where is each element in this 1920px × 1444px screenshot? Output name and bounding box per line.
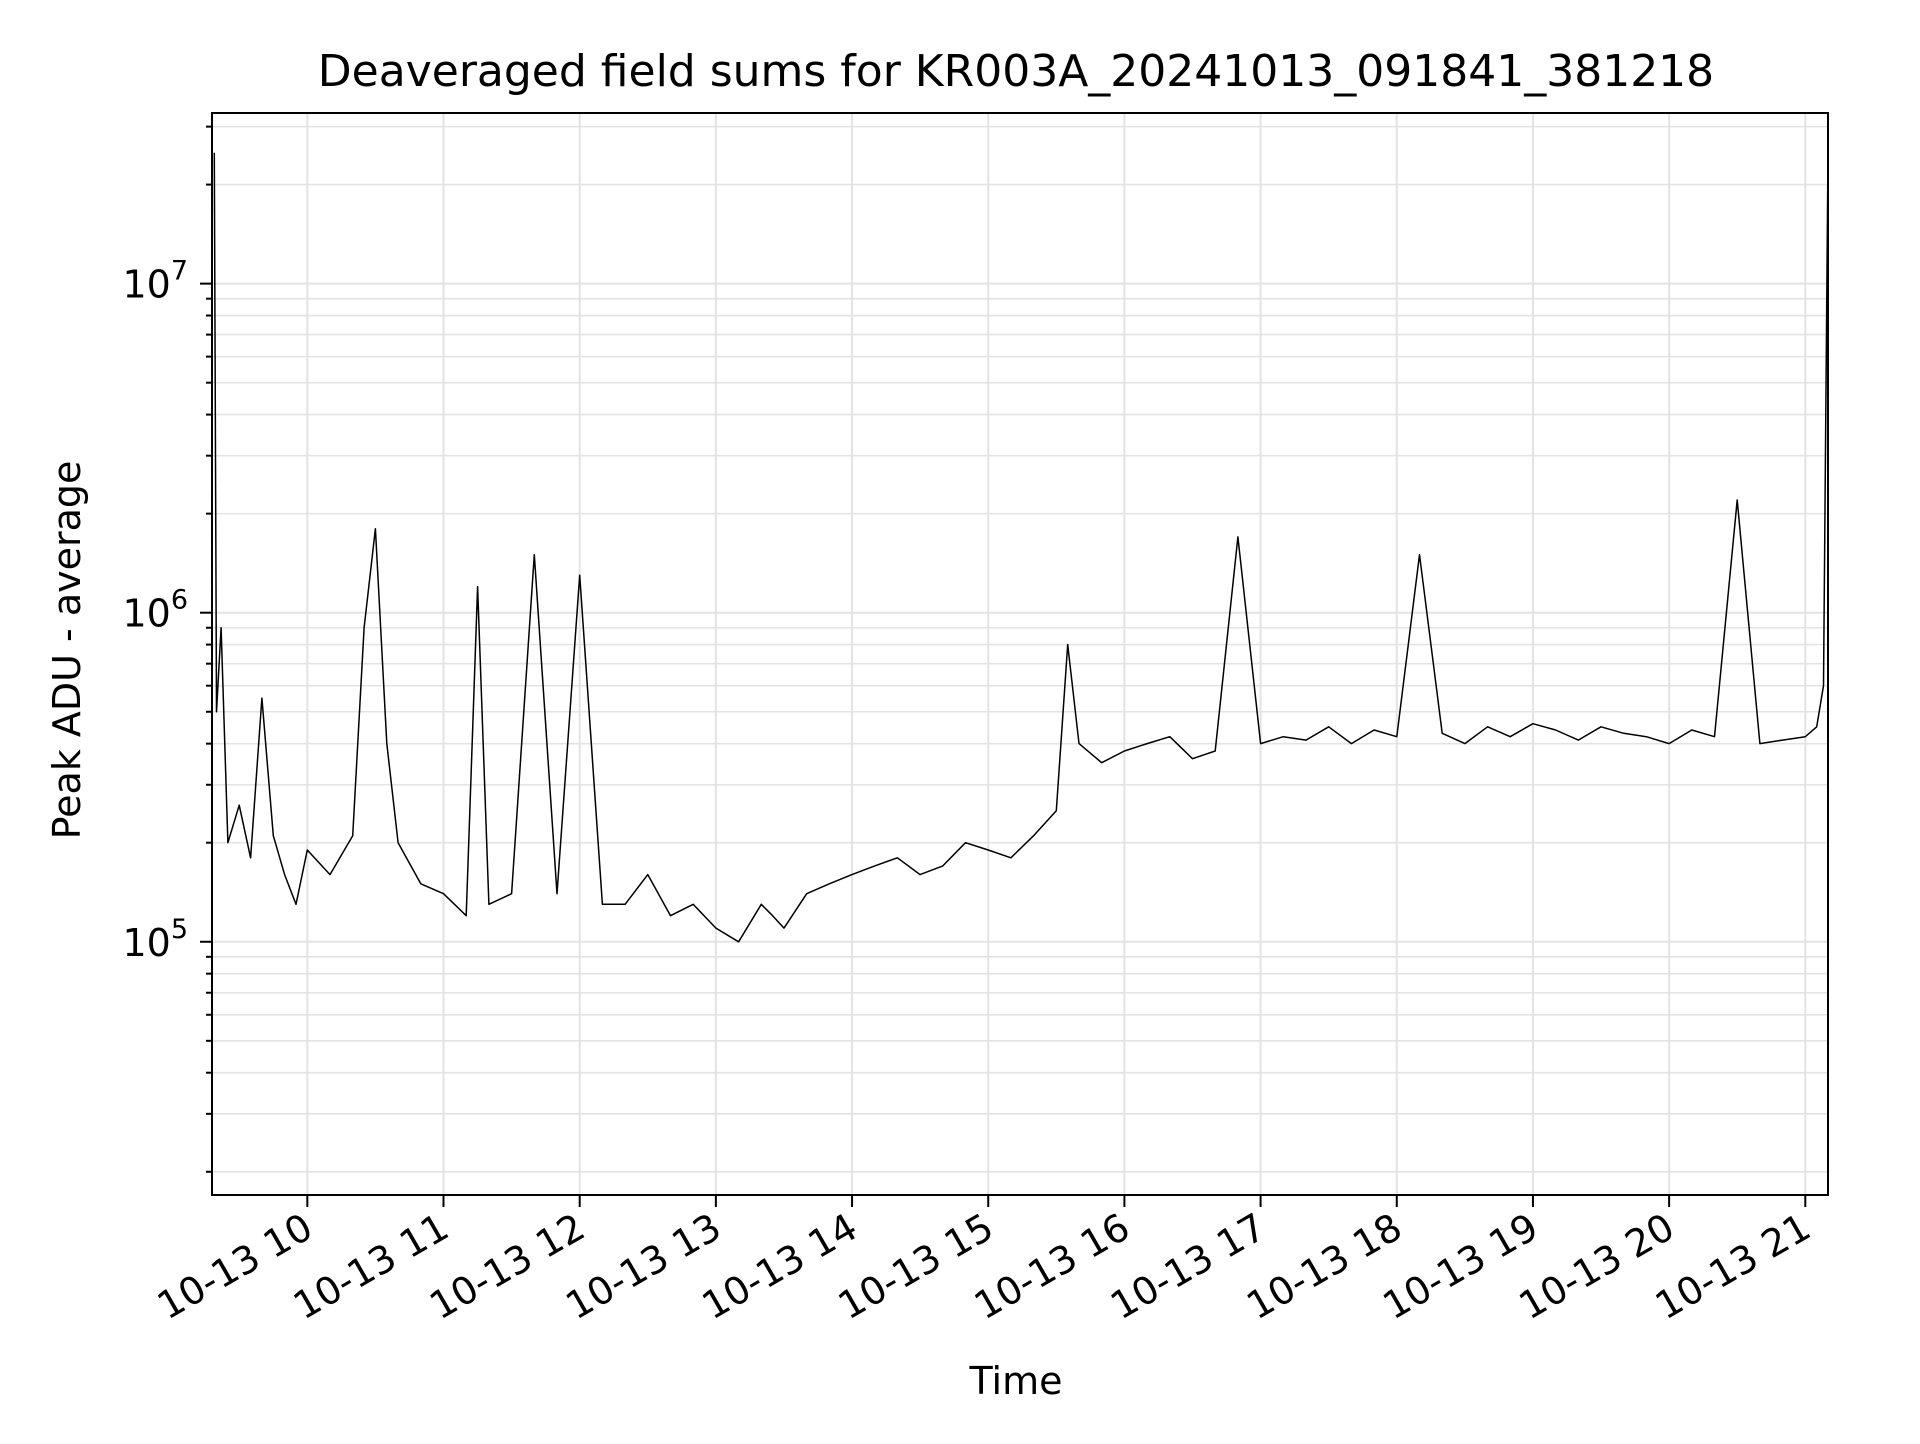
y-tick-label: 107 xyxy=(122,256,188,307)
y-axis-label: Peak ADU - average xyxy=(45,461,89,840)
x-axis-label: Time xyxy=(969,1359,1063,1403)
plot-frame xyxy=(211,112,1829,1196)
y-tick-label: 106 xyxy=(122,585,188,636)
series-line xyxy=(213,152,1829,943)
chart-title: Deaveraged field sums for KR003A_2024101… xyxy=(318,46,1714,97)
y-tick-label: 105 xyxy=(122,914,188,965)
grid xyxy=(212,113,1828,1195)
data-layer xyxy=(213,152,1829,943)
